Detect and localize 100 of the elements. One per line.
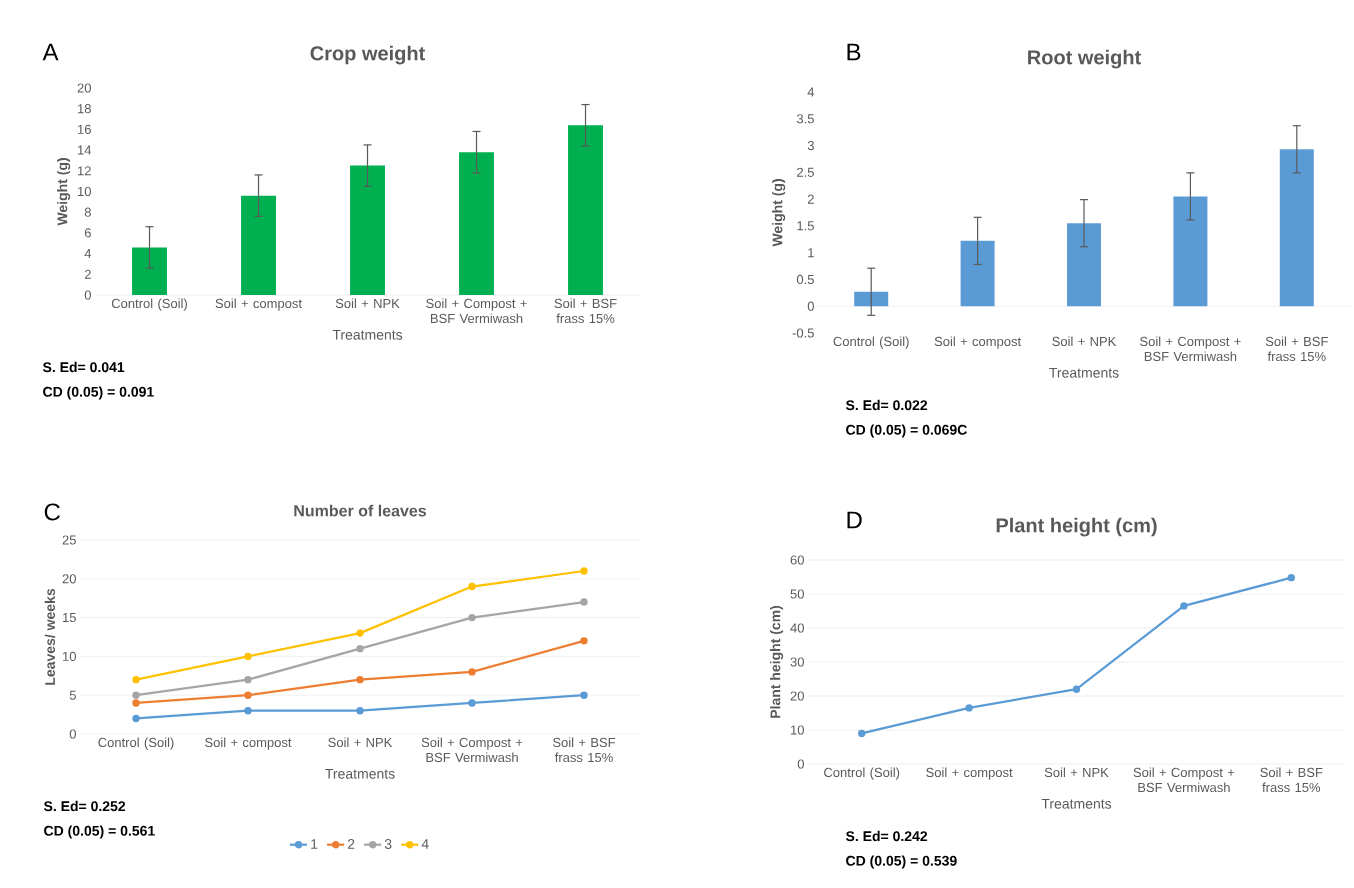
point: [244, 691, 252, 699]
point: [356, 644, 364, 653]
y-tick-label: 2: [84, 269, 91, 279]
point: [132, 699, 140, 707]
y-tick-label: 14: [78, 145, 92, 155]
y-tick-label: 20: [77, 83, 91, 93]
y-tick-label: -0.5: [792, 328, 814, 338]
legend-label: 4: [421, 839, 429, 849]
y-tick-label: 20: [790, 691, 804, 701]
x-tick-label: Soil + BSF frass 15%: [1260, 767, 1323, 793]
text: D: [847, 511, 862, 529]
text: CD (0.05) = 0.069C: [846, 424, 967, 438]
legend-label: 1: [311, 839, 318, 849]
x-tick-label: Soil + NPK: [335, 298, 400, 309]
point: [1287, 573, 1295, 582]
bar: [1279, 149, 1314, 307]
bar: [241, 195, 276, 295]
text: B: [847, 43, 861, 61]
y-tick-label: 40: [790, 623, 804, 633]
x-tick-label: Soil + BSF frass 15%: [554, 298, 617, 324]
y-tick-label: 3: [807, 140, 814, 151]
point: [132, 714, 140, 723]
point: [1180, 602, 1188, 610]
x-tick-label: Soil + Compost + BSF Vermiwash: [421, 737, 523, 763]
x-tick-label: Soil + Compost + BSF Vermiwash: [426, 298, 527, 324]
x-axis-title: Treatments: [325, 768, 395, 779]
y-axis-title: Plant height (cm): [770, 605, 784, 718]
point: [468, 613, 476, 622]
bar: [854, 291, 889, 307]
x-tick-label: Soil + compost: [205, 737, 292, 750]
x-axis-title: Treatments: [1049, 367, 1119, 378]
y-tick-label: 3.5: [796, 114, 814, 124]
x-tick-label: Soil + BSF frass 15%: [552, 737, 616, 763]
y-tick-label: 12: [78, 166, 91, 176]
legend-label: 2: [347, 839, 355, 849]
y-tick-label: 15: [63, 613, 76, 623]
y-tick-label: 60: [790, 555, 804, 565]
point: [356, 707, 364, 715]
y-tick-label: 5: [69, 690, 76, 700]
text: S. Ed= 0.242: [845, 830, 928, 842]
y-axis-title: Weight (g): [57, 158, 71, 226]
y-axis-title: Weight (g): [772, 179, 786, 247]
point: [356, 675, 364, 684]
x-tick-label: Soil + NPK: [328, 737, 393, 748]
point: [580, 567, 588, 575]
y-tick-label: 4: [84, 249, 92, 259]
point: [1072, 685, 1081, 693]
y-tick-label: 20: [62, 574, 76, 584]
text: CD (0.05) = 0.091: [43, 386, 154, 400]
legend-label: 3: [384, 839, 392, 849]
x-tick-label: Soil + BSF frass 15%: [1265, 336, 1328, 362]
x-tick-label: Soil + Compost + BSF Vermiwash: [1140, 336, 1241, 362]
y-tick-label: 0: [797, 759, 804, 769]
y-tick-label: 0.5: [796, 274, 814, 285]
point: [132, 675, 140, 684]
chart-title: Number of leaves: [294, 504, 427, 517]
y-tick-label: 1.5: [797, 221, 814, 231]
y-tick-label: 10: [791, 725, 804, 735]
y-tick-label: 8: [84, 207, 91, 217]
text: S. Ed= 0.252: [43, 800, 126, 812]
x-tick-label: Soil + compost: [934, 336, 1022, 349]
x-tick-label: Control (Soil): [833, 336, 909, 349]
y-tick-label: 18: [78, 104, 91, 114]
bar: [1067, 223, 1102, 307]
x-axis-title: Treatments: [332, 329, 403, 340]
y-tick-label: 16: [78, 124, 91, 134]
x-tick-label: Control (Soil): [98, 737, 174, 750]
point: [858, 729, 866, 738]
bar: [960, 240, 995, 307]
point: [244, 652, 252, 661]
text: C: [44, 503, 60, 521]
point: [244, 707, 252, 715]
point: [468, 668, 476, 676]
bar: [568, 125, 603, 295]
point: [580, 691, 588, 699]
bar: [132, 247, 167, 295]
y-tick-label: 2: [807, 194, 814, 204]
y-tick-label: 2.5: [797, 167, 814, 177]
y-tick-label: 50: [790, 589, 804, 599]
x-tick-label: Soil + compost: [215, 298, 302, 311]
point: [356, 629, 364, 637]
x-tick-label: Control (Soil): [111, 298, 187, 311]
x-axis-title: Treatments: [1041, 798, 1112, 809]
x-tick-label: Control (Soil): [824, 767, 900, 780]
point: [132, 691, 140, 699]
y-tick-label: 25: [62, 535, 76, 545]
bar: [459, 152, 494, 295]
y-tick-label: 10: [78, 186, 91, 197]
text: A: [42, 43, 59, 61]
point: [468, 699, 476, 707]
text: S. Ed= 0.022: [845, 399, 928, 411]
y-tick-label: 4: [807, 87, 815, 97]
text: S. Ed= 0.041: [42, 361, 125, 373]
y-tick-label: 30: [790, 657, 804, 667]
x-tick-label: Soil + NPK: [1044, 767, 1109, 778]
y-tick-label: 0: [807, 301, 814, 311]
point: [580, 598, 588, 606]
y-axis-title: Leaves/ weeks: [44, 588, 56, 685]
bar: [350, 165, 385, 295]
y-tick-label: 0: [84, 290, 91, 300]
